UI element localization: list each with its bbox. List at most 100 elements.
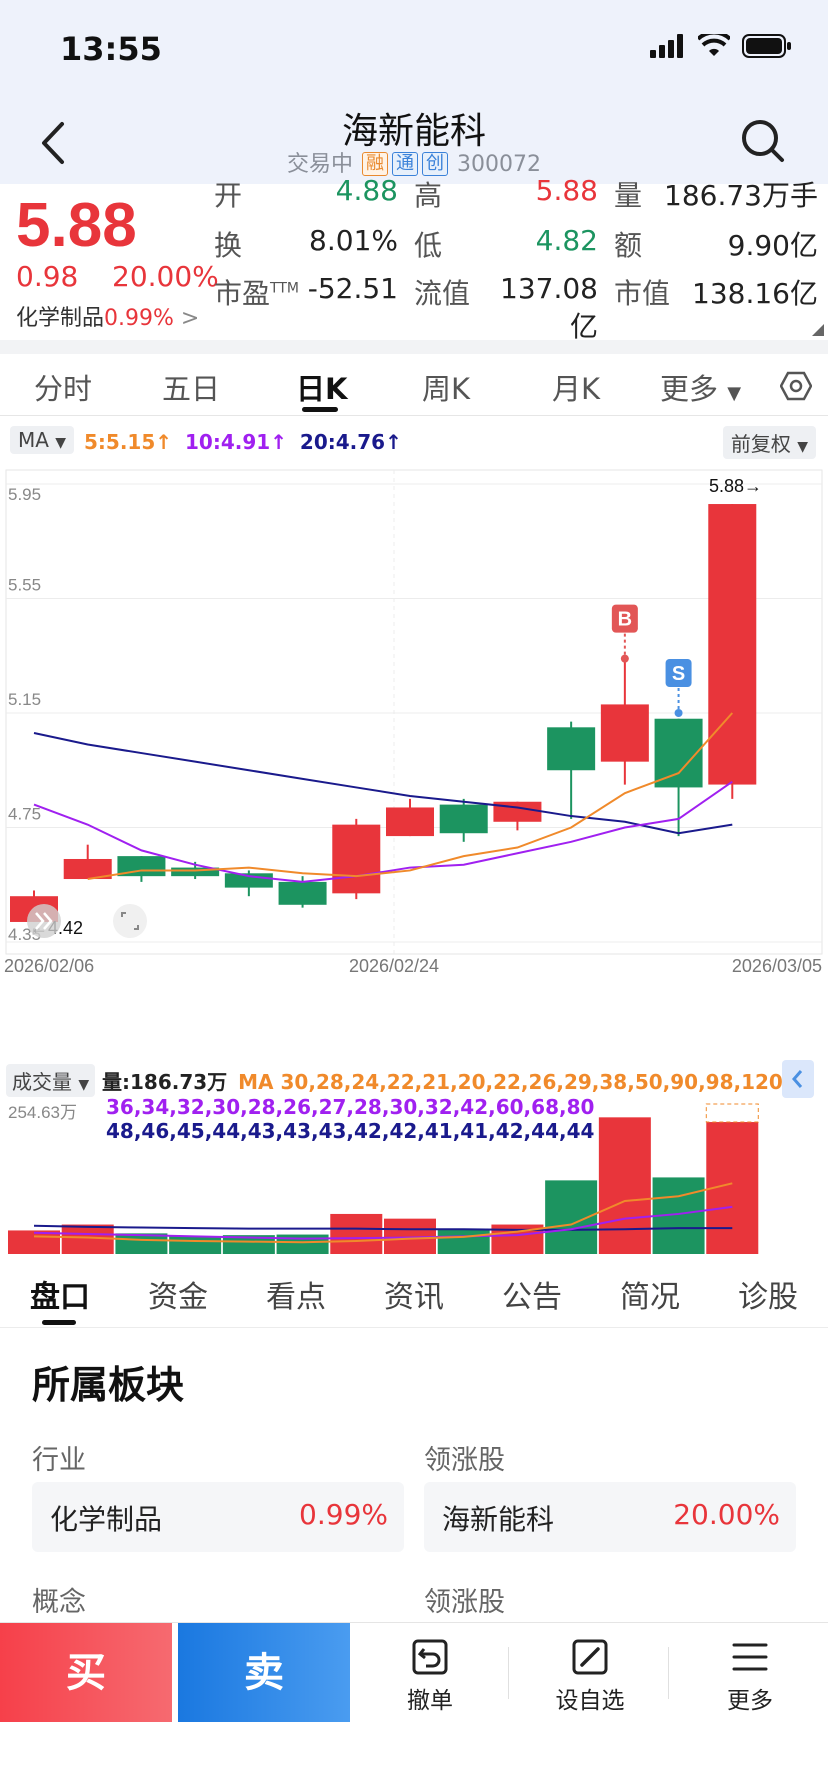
tab-profile[interactable]: 简况 — [620, 1280, 680, 1315]
price-change: 0.98 — [16, 260, 79, 293]
tab-capital[interactable]: 资金 — [148, 1280, 208, 1315]
tab-diagnosis[interactable]: 诊股 — [738, 1280, 798, 1315]
status-bar: 13:55 — [0, 0, 828, 100]
volume-indicator-bar: 成交量 ▼ 量:186.73万 MA 30,28,24,22,21,20,22,… — [0, 1058, 828, 1143]
menu-icon — [732, 1643, 768, 1671]
label-pe: 市盈TTM — [214, 277, 299, 310]
buy-button[interactable]: 买 — [0, 1623, 172, 1723]
tab-weekly-k[interactable]: 周K — [422, 372, 471, 406]
chevron-right-icon: > — [180, 306, 200, 331]
tag-margin: 融 — [362, 152, 389, 176]
leader-label: 领涨股 — [424, 1445, 505, 1476]
back-icon[interactable] — [34, 118, 74, 168]
tab-more[interactable]: 更多 ▼ — [660, 372, 742, 406]
high-price-label: 5.88→ — [709, 476, 762, 496]
sector-name: 化学制品 — [16, 306, 105, 331]
volume-svg: 254.63万 — [8, 1103, 759, 1254]
label-open: 开 — [214, 179, 243, 212]
settings-hexagon-icon[interactable] — [780, 370, 812, 402]
volume-values: 量:186.73万 MA 30,28,24,22,21,20,22,26,29,… — [102, 1066, 828, 1143]
trade-marker-label: S — [672, 663, 685, 685]
candle-body — [600, 704, 649, 762]
label-turnover: 换 — [214, 229, 243, 262]
tab-daily-k[interactable]: 日K — [296, 372, 348, 406]
cancel-order-button[interactable]: 撤单 — [360, 1623, 500, 1723]
collapse-panel-button[interactable] — [782, 1060, 814, 1098]
candle-body — [278, 881, 327, 905]
period-tabs: 分时 五日 日K 周K 月K 更多 ▼ — [0, 354, 828, 416]
volume-chart[interactable]: 254.63万 — [0, 1094, 828, 1258]
sell-marker — [665, 659, 692, 687]
volume-bar — [437, 1229, 490, 1254]
battery-icon — [742, 34, 791, 58]
double-chevron-icon — [35, 912, 53, 930]
industry-card[interactable]: 化学制品 0.99% — [32, 1482, 404, 1552]
adjust-selector[interactable]: 前复权 ▼ — [722, 426, 816, 459]
value-high: 5.88 — [535, 174, 598, 207]
caret-down-icon: ▼ — [727, 383, 742, 404]
ma10-line — [33, 780, 733, 883]
tag-chinext: 创 — [422, 152, 449, 176]
fullscreen-button — [113, 904, 147, 938]
candle-body — [63, 858, 112, 880]
more-label: 更多 — [727, 1688, 773, 1714]
undo-order-icon — [412, 1639, 448, 1675]
volume-bar — [598, 1117, 651, 1254]
tab-news[interactable]: 资讯 — [384, 1280, 444, 1315]
tab-monthly-k[interactable]: 月K — [552, 372, 601, 406]
vol-ma5-line — [33, 1182, 733, 1244]
label-market-cap: 市值 — [614, 277, 671, 310]
tab-highlights[interactable]: 看点 — [266, 1280, 326, 1315]
leader-pct: 20.00% — [673, 1498, 780, 1531]
label-high: 高 — [414, 179, 443, 212]
tab-order-book[interactable]: 盘口 — [30, 1280, 90, 1315]
stock-subtitle: 交易中 融通创 300072 — [0, 146, 828, 178]
tab-five-day[interactable]: 五日 — [162, 372, 221, 406]
stock-name: 海新能科 — [341, 111, 486, 152]
ma10-value: 10:4.91 — [185, 430, 271, 454]
concept-leader-label: 领涨股 — [424, 1587, 505, 1618]
expand-icon — [121, 912, 139, 930]
bottom-action-bar: 买 卖 撤单 设自选 更多 — [0, 1622, 828, 1723]
x-date-label: 2026/02/24 — [349, 956, 439, 976]
status-time: 13:55 — [60, 30, 162, 68]
ma-values: 5:5.15↑ 10:4.91↑ 20:4.76↑ — [84, 430, 402, 454]
value-low: 4.82 — [535, 224, 598, 257]
value-volume: 186.73万手 — [664, 179, 818, 212]
chart-frame — [5, 469, 823, 955]
add-watchlist-button[interactable]: 设自选 — [520, 1623, 660, 1723]
tab-intraday[interactable]: 分时 — [34, 372, 93, 406]
x-date-label: 2026/03/05 — [732, 956, 822, 976]
ma-selector[interactable]: MA ▼ — [10, 426, 75, 454]
sector-link[interactable]: 化学制品0.99% > — [16, 300, 199, 332]
candle-body — [386, 807, 434, 837]
ma5-line — [87, 712, 734, 881]
price-change-pct: 20.00% — [112, 260, 219, 293]
vol-ma-label: MA — [238, 1070, 274, 1094]
leader-name: 海新能科 — [442, 1503, 555, 1536]
sell-button[interactable]: 卖 — [178, 1623, 350, 1723]
tool-separator — [668, 1647, 669, 1699]
status-icons — [650, 34, 792, 58]
label-float-cap: 流值 — [414, 277, 471, 310]
candle-body — [439, 804, 488, 834]
volume-today: 量:186.73万 — [102, 1070, 228, 1094]
value-market-cap: 138.16亿 — [692, 277, 818, 310]
industry-label: 行业 — [32, 1445, 86, 1476]
more-button[interactable]: 更多 — [680, 1623, 820, 1723]
tab-announcements[interactable]: 公告 — [502, 1280, 562, 1315]
volume-selector[interactable]: 成交量 ▼ — [6, 1064, 96, 1097]
add-watchlist-label: 设自选 — [555, 1688, 625, 1714]
label-low: 低 — [414, 229, 443, 262]
leader-card[interactable]: 海新能科 20.00% — [424, 1482, 796, 1552]
vol-ma5: 30,28,24,22,21,20,22,26,29,38,50,90,98,1… — [280, 1070, 783, 1094]
candle-body — [654, 718, 703, 788]
kline-chart[interactable]: 5.955.555.154.754.35BS5.88→←4.422026/02/… — [0, 466, 828, 1016]
candle-body — [708, 504, 757, 785]
volume-max-label: 254.63万 — [8, 1103, 77, 1122]
buy-marker — [611, 604, 638, 633]
vol-ma10-line — [33, 1205, 733, 1240]
y-tick-label: 5.55 — [8, 576, 41, 595]
ma20-value: 20:4.76 — [299, 430, 386, 454]
search-icon[interactable] — [738, 116, 788, 166]
